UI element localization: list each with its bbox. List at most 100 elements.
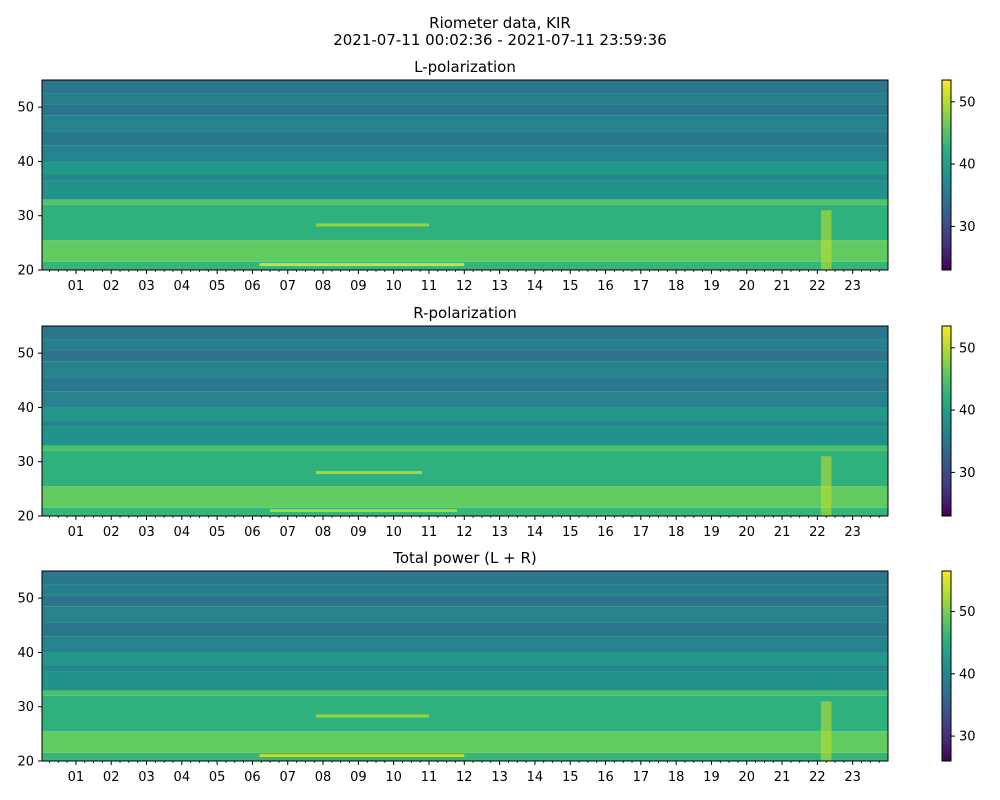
heatmap-feature-streak [315, 223, 429, 227]
heatmap-band [42, 80, 888, 94]
x-tick-label: 11 [421, 279, 438, 294]
y-tick-label: 30 [17, 700, 34, 715]
heatmap-band [42, 350, 888, 362]
x-tick-label: 23 [844, 525, 861, 540]
x-tick-label: 21 [774, 525, 791, 540]
heatmap-feature-streak [259, 263, 465, 267]
colorbar [941, 570, 952, 762]
heatmap-band [42, 507, 888, 516]
x-tick-label: 16 [597, 770, 614, 785]
x-tick-label: 07 [279, 770, 296, 785]
x-tick-label: 08 [315, 770, 332, 785]
colorbar-tick-label: 40 [959, 667, 976, 682]
x-tick-label: 22 [809, 770, 826, 785]
y-tick-label: 40 [17, 155, 34, 170]
heatmap-band [42, 204, 888, 241]
heatmap-band [42, 131, 888, 146]
heatmap-feature-streak [259, 754, 465, 758]
heatmap-band [42, 606, 888, 623]
heatmap-band [42, 391, 888, 408]
colorbar-tick-label: 30 [959, 220, 976, 235]
x-tick-label: 03 [138, 279, 155, 294]
x-tick-label: 21 [774, 279, 791, 294]
x-tick-label: 15 [562, 525, 579, 540]
x-tick-label: 02 [103, 525, 120, 540]
x-tick-label: 08 [315, 279, 332, 294]
y-tick-label: 20 [17, 510, 34, 525]
heatmap-band [42, 584, 888, 596]
heatmap-band [42, 752, 888, 761]
y-tick-label: 20 [17, 755, 34, 770]
colorbar-tick-label: 30 [959, 466, 976, 481]
heatmap-band [42, 104, 888, 116]
heatmap-band [42, 421, 888, 427]
x-tick-label: 06 [244, 525, 261, 540]
x-tick-label: 07 [279, 279, 296, 294]
x-tick-label: 06 [244, 770, 261, 785]
x-tick-label: 02 [103, 279, 120, 294]
x-tick-label: 17 [633, 525, 650, 540]
axes-frame [41, 570, 889, 762]
colorbar-tick-label: 50 [959, 95, 976, 110]
x-tick-label: 02 [103, 770, 120, 785]
panel-1: L-polarization 20 30 40 50 01 02 03 04 05 06 07 08 09… [17, 58, 975, 294]
x-tick-label: 12 [456, 279, 473, 294]
x-tick-label: 20 [738, 770, 755, 785]
colorbar-tick-label: 40 [959, 404, 976, 419]
heatmap-band [42, 377, 888, 392]
panel-title: L-polarization [414, 58, 516, 76]
panel-2: R-polarization 20 30 40 50 01 02 03 04 05 06 07 08 09… [17, 304, 975, 540]
y-tick-label: 20 [17, 264, 34, 279]
x-tick-label: 23 [844, 770, 861, 785]
x-tick-label: 10 [385, 525, 402, 540]
heatmap-band [42, 486, 888, 508]
y-tick-label: 50 [17, 101, 34, 116]
panels-container: L-polarization 20 30 40 50 01 02 03 04 05 06 07 08 09… [17, 58, 975, 785]
y-tick-label: 40 [17, 646, 34, 661]
heatmap-feature-vertical [820, 701, 832, 761]
x-tick-label: 04 [174, 525, 191, 540]
heatmap-band [42, 595, 888, 607]
heatmap-band [42, 339, 888, 351]
x-tick-label: 01 [68, 770, 85, 785]
heatmap-band [42, 93, 888, 105]
x-tick-label: 08 [315, 525, 332, 540]
x-tick-label: 18 [668, 770, 685, 785]
colorbar-tick-label: 50 [959, 341, 976, 356]
heatmap-feature-vertical [820, 456, 832, 516]
x-tick-label: 19 [703, 525, 720, 540]
heatmap-band [42, 636, 888, 653]
figure-title-line2: 2021-07-11 00:02:36 - 2021-07-11 23:59:3… [333, 31, 667, 49]
heatmap-feature-streak [315, 714, 429, 718]
heatmap-feature-vertical [820, 210, 832, 270]
heatmap-band [42, 261, 888, 270]
x-tick-label: 14 [527, 525, 544, 540]
heatmap-band [42, 175, 888, 181]
x-tick-label: 15 [562, 279, 579, 294]
x-tick-label: 17 [633, 279, 650, 294]
x-tick-label: 20 [738, 279, 755, 294]
x-tick-label: 01 [68, 525, 85, 540]
heatmap-band [42, 426, 888, 446]
panel-title: R-polarization [413, 304, 516, 322]
x-tick-label: 11 [421, 525, 438, 540]
x-tick-label: 13 [491, 770, 508, 785]
x-tick-label: 05 [209, 279, 226, 294]
x-tick-label: 04 [174, 770, 191, 785]
x-tick-label: 05 [209, 770, 226, 785]
heatmap-feature-streak [315, 471, 422, 475]
x-tick-label: 20 [738, 525, 755, 540]
x-tick-label: 06 [244, 279, 261, 294]
y-tick-label: 30 [17, 209, 34, 224]
x-tick-label: 09 [350, 279, 367, 294]
x-tick-label: 19 [703, 770, 720, 785]
colorbar-tick-label: 30 [959, 730, 976, 745]
y-tick-label: 30 [17, 455, 34, 470]
heatmap-band [42, 731, 888, 753]
heatmap-band [42, 622, 888, 637]
x-tick-label: 22 [809, 279, 826, 294]
x-tick-label: 14 [527, 279, 544, 294]
heatmap-band [42, 199, 888, 205]
heatmap-band [42, 666, 888, 672]
x-tick-label: 14 [527, 770, 544, 785]
